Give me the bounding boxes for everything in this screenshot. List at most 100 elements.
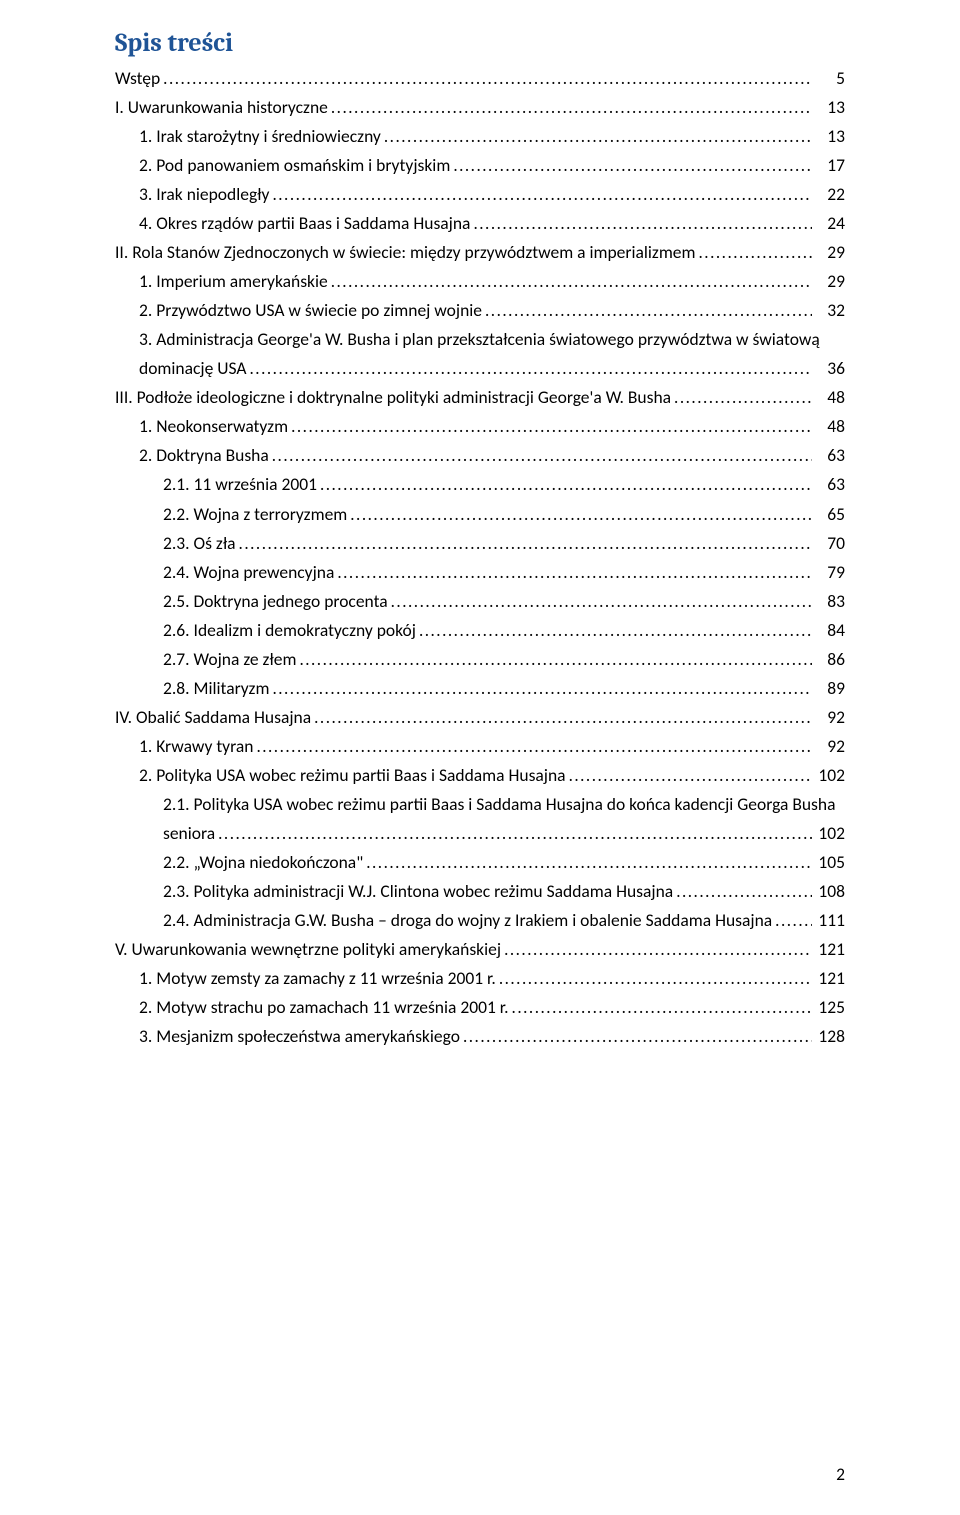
toc-entry[interactable]: 3. Irak niepodległy 22: [115, 180, 845, 209]
toc-entry-page: 108: [815, 877, 845, 906]
toc-leader-dots: [569, 762, 812, 790]
toc-entry[interactable]: dominację USA 36: [115, 354, 845, 383]
toc-entry[interactable]: 4. Okres rządów partii Baas i Saddama Hu…: [115, 209, 845, 238]
toc-entry-label: 3. Irak niepodległy: [139, 180, 269, 209]
toc-leader-dots: [314, 704, 812, 732]
toc-entry-label: 2.6. Idealizm i demokratyczny pokój: [163, 616, 416, 645]
toc-entry[interactable]: II. Rola Stanów Zjednoczonych w świecie:…: [115, 238, 845, 267]
toc-leader-dots: [350, 501, 812, 529]
toc-entry-page: 92: [815, 732, 845, 761]
toc-leader-dots: [463, 1023, 812, 1051]
toc-entry[interactable]: IV. Obalić Saddama Husajna 92: [115, 703, 845, 732]
document-page: Spis treści Wstęp5I. Uwarunkowania histo…: [0, 0, 960, 1515]
toc-entry-page: 92: [815, 703, 845, 732]
toc-entry-page: 13: [815, 122, 845, 151]
page-number: 2: [836, 1463, 845, 1485]
toc-leader-dots: [473, 210, 812, 238]
toc-entry[interactable]: 1. Motyw zemsty za zamachy z 11 września…: [115, 964, 845, 993]
toc-entry[interactable]: 1. Krwawy tyran92: [115, 732, 845, 761]
toc-entry-label: 2.4. Administracja G.W. Busha – droga do…: [163, 906, 772, 935]
toc-entry-label: 2.4. Wojna prewencyjna: [163, 558, 334, 587]
toc-entry-label: 1. Neokonserwatyzm: [139, 412, 288, 441]
toc-entry[interactable]: 2.4. Administracja G.W. Busha – droga do…: [115, 906, 845, 935]
toc-entry[interactable]: 2.2. „Wojna niedokończona"105: [115, 848, 845, 877]
toc-entry-label: 2.2. „Wojna niedokończona": [163, 848, 363, 877]
toc-leader-dots: [366, 849, 812, 877]
toc-entry-page: 48: [815, 412, 845, 441]
toc-entry[interactable]: 2.7. Wojna ze złem86: [115, 645, 845, 674]
toc-leader-dots: [775, 907, 812, 935]
toc-leader-dots: [272, 181, 812, 209]
toc-entry[interactable]: 3. Mesjanizm społeczeństwa amerykańskieg…: [115, 1022, 845, 1051]
toc-entry[interactable]: Wstęp5: [115, 64, 845, 93]
toc-entry-page: 24: [815, 209, 845, 238]
toc-entry-label: 1. Irak starożytny i średniowieczny: [139, 122, 381, 151]
toc-entry-label: 2.1. Polityka USA wobec reżimu partii Ba…: [163, 790, 835, 819]
toc-leader-dots: [676, 878, 812, 906]
toc-entry-label: 2.1. 11 września 2001: [163, 470, 317, 499]
toc-entry-page: 13: [815, 93, 845, 122]
toc-entry-page: 22: [815, 180, 845, 209]
toc-leader-dots: [485, 297, 812, 325]
toc-leader-dots: [331, 268, 812, 296]
toc-entry[interactable]: V. Uwarunkowania wewnętrzne polityki ame…: [115, 935, 845, 964]
toc-entry-label: dominację USA: [139, 354, 247, 383]
toc-entry[interactable]: 2.3. Oś zła70: [115, 529, 845, 558]
toc-leader-dots: [272, 675, 812, 703]
toc-entry-label: 3. Administracja George'a W. Busha i pla…: [139, 325, 820, 354]
toc-entry-page: 29: [815, 267, 845, 296]
toc-leader-dots: [163, 65, 812, 93]
toc-container: Wstęp5I. Uwarunkowania historyczne131. I…: [115, 64, 845, 1051]
toc-entry-page: 84: [815, 616, 845, 645]
toc-entry[interactable]: 1. Imperium amerykańskie 29: [115, 267, 845, 296]
toc-entry-page: 36: [815, 354, 845, 383]
toc-entry-page: 89: [815, 674, 845, 703]
toc-entry[interactable]: 1. Neokonserwatyzm 48: [115, 412, 845, 441]
toc-entry[interactable]: 2.8. Militaryzm 89: [115, 674, 845, 703]
toc-entry[interactable]: III. Podłoże ideologiczne i doktrynalne …: [115, 383, 845, 412]
toc-entry[interactable]: 2.5. Doktryna jednego procenta83: [115, 587, 845, 616]
toc-entry-page: 111: [815, 906, 845, 935]
toc-entry-page: 63: [815, 441, 845, 470]
toc-entry[interactable]: 2.2. Wojna z terroryzmem65: [115, 500, 845, 529]
toc-leader-dots: [299, 646, 812, 674]
toc-entry-page: 121: [815, 964, 845, 993]
toc-entry-label: 2.3. Oś zła: [163, 529, 236, 558]
toc-entry[interactable]: 2.3. Polityka administracji W.J. Clinton…: [115, 877, 845, 906]
toc-entry[interactable]: 1. Irak starożytny i średniowieczny 13: [115, 122, 845, 151]
toc-entry[interactable]: 2. Motyw strachu po zamachach 11 wrześni…: [115, 993, 845, 1022]
toc-entry-page: 102: [815, 819, 845, 848]
toc-entry-page: 86: [815, 645, 845, 674]
toc-entry-page: 17: [815, 151, 845, 180]
toc-entry-label: 1. Imperium amerykańskie: [139, 267, 328, 296]
toc-entry[interactable]: 2. Przywództwo USA w świecie po zimnej w…: [115, 296, 845, 325]
toc-entry[interactable]: 2.1. Polityka USA wobec reżimu partii Ba…: [115, 790, 845, 819]
toc-entry-label: 2. Doktryna Busha: [139, 441, 269, 470]
toc-leader-dots: [320, 471, 812, 499]
toc-leader-dots: [337, 559, 812, 587]
toc-leader-dots: [698, 239, 812, 267]
toc-entry[interactable]: 2.1. 11 września 2001 63: [115, 470, 845, 499]
toc-entry-page: 32: [815, 296, 845, 325]
toc-entry-page: 128: [815, 1022, 845, 1051]
toc-entry-label: IV. Obalić Saddama Husajna: [115, 703, 311, 732]
toc-entry-label: 2. Pod panowaniem osmańskim i brytyjskim: [139, 151, 450, 180]
toc-leader-dots: [331, 94, 812, 122]
toc-entry[interactable]: seniora102: [115, 819, 845, 848]
toc-entry-label: Wstęp: [115, 64, 160, 93]
toc-entry-page: 29: [815, 238, 845, 267]
toc-entry-label: II. Rola Stanów Zjednoczonych w świecie:…: [115, 238, 695, 267]
toc-leader-dots: [272, 442, 812, 470]
toc-entry[interactable]: 2. Polityka USA wobec reżimu partii Baas…: [115, 761, 845, 790]
toc-entry-page: 83: [815, 587, 845, 616]
toc-entry[interactable]: I. Uwarunkowania historyczne13: [115, 93, 845, 122]
toc-entry-page: 63: [815, 470, 845, 499]
toc-entry[interactable]: 2.4. Wojna prewencyjna79: [115, 558, 845, 587]
toc-entry-label: 2.8. Militaryzm: [163, 674, 269, 703]
toc-entry[interactable]: 3. Administracja George'a W. Busha i pla…: [115, 325, 845, 354]
toc-entry[interactable]: 2. Pod panowaniem osmańskim i brytyjskim…: [115, 151, 845, 180]
toc-entry[interactable]: 2.6. Idealizm i demokratyczny pokój 84: [115, 616, 845, 645]
toc-entry-label: V. Uwarunkowania wewnętrzne polityki ame…: [115, 935, 501, 964]
toc-leader-dots: [499, 965, 812, 993]
toc-entry[interactable]: 2. Doktryna Busha 63: [115, 441, 845, 470]
